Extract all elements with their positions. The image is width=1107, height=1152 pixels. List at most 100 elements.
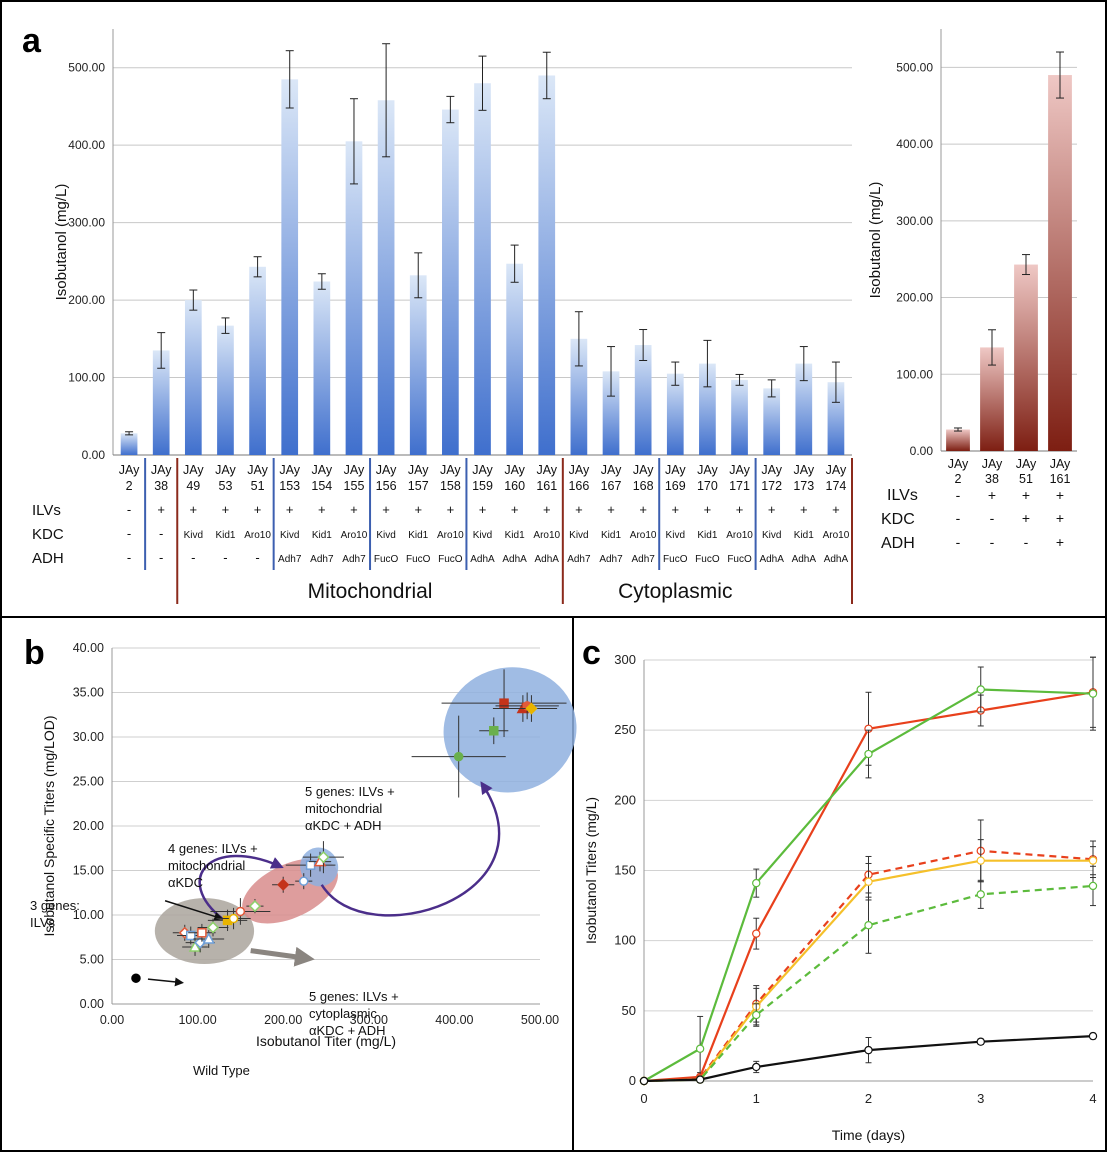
- data-point: [228, 913, 239, 924]
- x-tick-label: JAy 157: [408, 463, 429, 493]
- kdc-cell: Kivd: [376, 530, 395, 541]
- ilv-cell: +: [575, 502, 583, 517]
- series-marker: [864, 749, 873, 759]
- data-point: [131, 973, 141, 983]
- ilv-cell: -: [956, 487, 961, 503]
- x-tick-label-line: JAy: [376, 463, 397, 477]
- x-axis-label: Time (days): [832, 1127, 905, 1143]
- bar: [281, 79, 299, 455]
- ann-3genes-line: ILVs: [30, 915, 56, 930]
- ilv-cell: +: [447, 502, 455, 517]
- series-marker: [976, 890, 985, 899]
- series-line: [643, 691, 1094, 1083]
- adh-cell: Adh7: [310, 554, 334, 565]
- bar: [699, 363, 716, 455]
- ann-4genes-line: mitochondrial: [168, 858, 245, 873]
- bar: [946, 429, 970, 451]
- ilv-cell: +: [800, 502, 808, 517]
- ilv-cell: +: [736, 502, 744, 517]
- x-tick-label-line: 167: [601, 479, 622, 493]
- data-point: [489, 726, 499, 736]
- x-tick-label-line: 53: [219, 479, 233, 493]
- x-tick-label-line: 173: [793, 479, 814, 493]
- x-tick-label: JAy 153: [279, 463, 300, 493]
- bar: [731, 379, 748, 455]
- x-tick-label-line: 49: [186, 479, 200, 493]
- adh-cell: AdhA: [759, 554, 784, 565]
- ann-5genes-mito: 5 genes: ILVs + mitochondrial αKDC + ADH: [305, 784, 395, 833]
- bar: [120, 433, 138, 455]
- arrow-4-to-5-genes: [320, 781, 501, 917]
- kdc-cell: Kivd: [666, 530, 685, 541]
- series-marker: [976, 685, 985, 694]
- x-tick-label-line: JAy: [982, 457, 1003, 471]
- bar: [570, 338, 588, 455]
- adh-cell: FucO: [374, 554, 399, 565]
- ilv-cell: +: [704, 502, 712, 517]
- adh-cell: FucO: [663, 554, 688, 565]
- data-point: [235, 906, 246, 917]
- kdc-cell: Kivd: [280, 530, 299, 541]
- x-tick-label: JAy 166: [568, 463, 589, 493]
- x-tick-label-line: 51: [1019, 472, 1033, 486]
- x-tick-label-line: 51: [251, 479, 265, 493]
- data-point: [453, 751, 464, 762]
- data-point: [188, 940, 202, 952]
- ann-4genes-line: αKDC: [168, 875, 203, 890]
- ann-5genes-cyto: 5 genes: ILVs + cytoplasmic αKDC + ADH: [309, 989, 399, 1038]
- data-point: [186, 930, 196, 941]
- x-tick-label: JAy 170: [697, 463, 718, 493]
- x-tick-label-line: JAy: [793, 463, 814, 477]
- ann-4genes-line: 4 genes: ILVs +: [168, 841, 258, 856]
- x-tick-label-line: JAy: [536, 463, 557, 477]
- x-tick-label-line: 155: [344, 479, 365, 493]
- arrow-3-to-4-genes: [198, 854, 284, 921]
- kdc-cell: Aro10: [823, 530, 850, 541]
- y-tick-label: 250: [614, 722, 636, 737]
- x-tick-label: JAy 167: [601, 463, 622, 493]
- x-tick-label-line: 166: [568, 479, 589, 493]
- x-tick-label-line: JAy: [279, 463, 300, 477]
- x-tick-label: JAy 154: [311, 463, 332, 493]
- adh-cell: Adh7: [631, 554, 655, 565]
- x-tick-label: 0: [640, 1091, 647, 1106]
- adh-cell: -: [255, 550, 259, 565]
- x-tick-label: 3: [977, 1091, 984, 1106]
- y-tick-label: 300.00: [896, 214, 933, 228]
- ann-wildtype-line: Wild Type: [193, 1063, 250, 1078]
- ilv-cell: +: [988, 487, 996, 503]
- x-tick-label: JAy 53: [215, 463, 236, 493]
- bar: [1014, 264, 1038, 451]
- series-line: [643, 1034, 1094, 1083]
- series-marker: [752, 1010, 761, 1020]
- x-tick-label: JAy 155: [344, 463, 365, 493]
- kdc-cell: Kivd: [473, 530, 492, 541]
- adh-cell: -: [127, 550, 131, 565]
- y-tick-label: 400.00: [896, 137, 933, 151]
- x-tick-label-line: 161: [1050, 472, 1071, 486]
- adh-cell: -: [1024, 534, 1029, 550]
- x-tick-label-line: JAy: [408, 463, 429, 477]
- x-tick-label: 200.00: [264, 1013, 302, 1027]
- y-tick-label: 0: [629, 1073, 636, 1088]
- y-tick-label: 200.00: [896, 291, 933, 305]
- series-marker: [864, 1045, 873, 1055]
- group-label-mitochondrial: Mitochondrial: [308, 580, 433, 603]
- x-tick-label: JAy 2: [948, 457, 969, 486]
- ilv-cell: +: [543, 502, 551, 517]
- ann-5genes-cyto-line: cytoplasmic: [309, 1006, 377, 1021]
- x-tick-label-line: JAy: [504, 463, 525, 477]
- kdc-cell: Kid1: [794, 530, 814, 541]
- x-tick-label-line: JAy: [569, 463, 590, 477]
- adh-cell: AdhA: [470, 554, 495, 565]
- series-marker: [1088, 856, 1098, 865]
- x-tick-label: JAy 174: [826, 463, 847, 493]
- cluster-ellipse: [443, 667, 577, 793]
- kdc-cell: Kid1: [505, 530, 525, 541]
- x-tick-label-line: JAy: [312, 463, 333, 477]
- y-tick-label: 500.00: [896, 60, 933, 74]
- y-tick-label: 300.00: [68, 216, 105, 230]
- data-point: [248, 900, 262, 913]
- data-point: [206, 921, 220, 934]
- x-tick-label: 2: [865, 1091, 872, 1106]
